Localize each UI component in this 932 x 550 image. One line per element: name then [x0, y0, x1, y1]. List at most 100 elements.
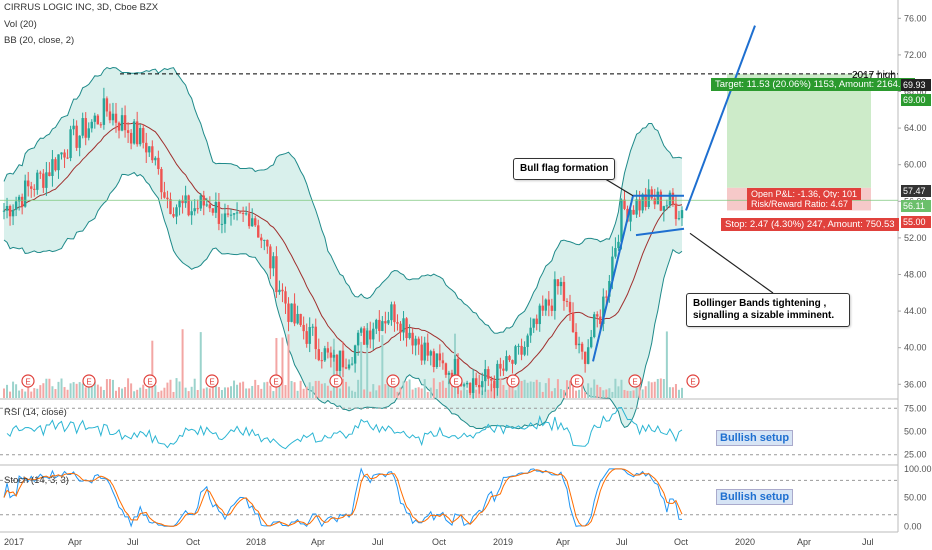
candle-body [263, 239, 266, 241]
candle-body [51, 159, 54, 176]
candle-body [656, 191, 659, 205]
candle-body [184, 195, 187, 204]
candle-body [453, 358, 457, 382]
volume-bar [311, 386, 314, 398]
candle-body [529, 327, 532, 336]
stoch-setup-note[interactable]: Bullish setup [716, 489, 794, 505]
candle-body [69, 129, 72, 158]
candle-body [323, 348, 327, 361]
x-tick-label: 2018 [246, 537, 266, 547]
volume-bar [357, 379, 360, 398]
volume-bar [538, 382, 541, 398]
candle-body [102, 98, 106, 125]
candle-body [169, 199, 172, 215]
candle-body [30, 186, 33, 189]
candle-body [311, 326, 314, 328]
volume-bar [48, 378, 51, 398]
projection-line [685, 25, 756, 211]
candle-body [14, 201, 18, 210]
candle-body [671, 192, 675, 204]
volume-bar [378, 385, 381, 398]
candle-body [390, 304, 393, 321]
candle-body [608, 280, 611, 297]
stoch-k-line [3, 467, 683, 528]
volume-bar [81, 383, 84, 398]
candle-body [538, 305, 541, 325]
candle-body [281, 289, 284, 292]
candle-body [187, 195, 190, 216]
volume-bar [405, 381, 408, 398]
candle-body [468, 382, 472, 393]
volume-bar [302, 388, 305, 398]
earnings-marker [21, 374, 35, 388]
candle-body [196, 208, 199, 210]
candle-body [250, 218, 254, 227]
volume-bar [75, 383, 78, 398]
candle-body [299, 313, 302, 325]
candle-body [42, 173, 45, 188]
volume-bar [308, 382, 311, 398]
candle-body [160, 169, 163, 193]
candle-body [23, 180, 27, 207]
candle-body [375, 319, 378, 329]
x-tick-label: Oct [186, 537, 201, 547]
bollinger-note[interactable]: Bollinger Bands tightening , signalling … [686, 293, 850, 327]
volume-bar [463, 385, 466, 398]
candle-body [641, 194, 644, 211]
earnings-marker [628, 374, 642, 388]
volume-bar [514, 390, 517, 398]
volume-bar [556, 379, 559, 398]
volume-bar [487, 389, 490, 398]
candle-body [629, 209, 632, 222]
y-tick-label: 40.00 [904, 343, 927, 353]
candle-body [447, 372, 451, 375]
candle-body [284, 291, 287, 304]
candle-body [72, 125, 75, 130]
volume-bar [175, 378, 178, 398]
volume-bar [363, 389, 366, 398]
candle-body [541, 305, 544, 311]
candle-body [662, 206, 666, 211]
candle-body [478, 384, 481, 388]
candle-body [593, 314, 596, 337]
candle-body [550, 305, 554, 311]
volume-bar [87, 384, 90, 398]
candle-body [145, 142, 148, 153]
earnings-marker-label: E [574, 378, 579, 387]
volume-bar [342, 378, 344, 398]
candle-body [347, 364, 351, 369]
volume-bar [460, 390, 463, 398]
candle-body [305, 331, 308, 344]
year-high-label: 2017 high [852, 70, 896, 81]
candle-body [559, 281, 563, 287]
volume-bar [114, 390, 117, 398]
candle-body [260, 237, 263, 241]
candle-body [438, 353, 442, 361]
volume-bar [635, 383, 638, 398]
candle-body [653, 198, 656, 205]
volume-bar [133, 391, 136, 398]
volume-bar [605, 389, 608, 398]
candle-body [326, 348, 330, 353]
volume-bar [272, 391, 275, 398]
volume-bar [408, 379, 411, 398]
y-tick-label: 52.00 [904, 233, 927, 243]
volume-bar [242, 381, 245, 398]
volume-bar [45, 378, 48, 398]
volume-bar [329, 390, 332, 398]
candle-body [677, 218, 681, 220]
volume-bar [93, 381, 96, 398]
bull-flag-note[interactable]: Bull flag formation [513, 158, 616, 180]
candle-body [296, 313, 299, 324]
candle-body [602, 296, 605, 324]
volume-bar [220, 389, 223, 398]
volume-bar [36, 388, 39, 398]
volume-bar [118, 387, 121, 398]
candle-body [556, 279, 560, 287]
rsi-setup-note[interactable]: Bullish setup [716, 430, 794, 446]
volume-bar [15, 384, 18, 398]
volume-bar [51, 386, 54, 398]
volume-bar [420, 388, 423, 398]
candle-body [456, 358, 460, 384]
